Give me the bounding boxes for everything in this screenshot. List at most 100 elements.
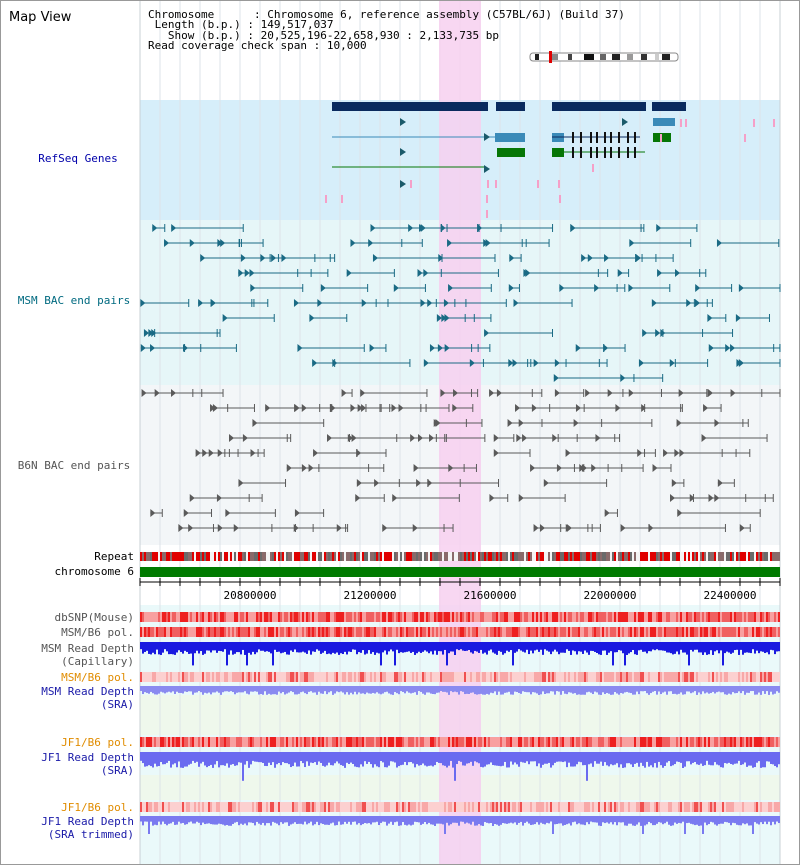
repeat-block <box>664 552 666 561</box>
polymorphism-cell <box>264 627 266 637</box>
polymorphism-cell <box>238 737 240 747</box>
read-depth-bar <box>380 816 382 823</box>
polymorphism-cell <box>358 627 360 637</box>
read-depth-bar <box>496 752 498 766</box>
track-label-b6n-bac[interactable]: B6N BAC end pairs <box>17 459 131 472</box>
read-depth-bar <box>654 816 656 826</box>
read-depth-bar <box>686 642 688 655</box>
read-depth-bar <box>236 816 238 822</box>
polymorphism-cell <box>260 802 262 812</box>
repeat-block <box>574 552 576 561</box>
track-label-msm-bac[interactable]: MSM BAC end pairs <box>17 294 131 307</box>
polymorphism-cell <box>716 737 718 747</box>
polymorphism-cell <box>154 802 156 812</box>
read-depth-bar <box>232 752 234 765</box>
read-depth-bar <box>430 816 432 825</box>
read-depth-bar <box>528 816 530 824</box>
track-label-msm-read-depth-cap[interactable]: MSM Read Depth <box>41 642 134 655</box>
bac-end <box>143 329 149 337</box>
read-depth-bar <box>332 816 334 823</box>
polymorphism-cell <box>436 737 438 747</box>
repeat-block <box>642 552 644 561</box>
read-depth-bar <box>472 642 474 654</box>
bac-end <box>595 434 601 442</box>
polymorphism-cell <box>692 737 694 747</box>
read-depth-bar <box>548 816 550 824</box>
read-depth-bar <box>144 816 146 822</box>
read-depth-bar <box>272 686 274 695</box>
exon <box>590 147 592 158</box>
polymorphism-cell <box>500 627 502 637</box>
polymorphism-cell <box>584 627 586 637</box>
polymorphism-cell <box>608 627 610 637</box>
read-depth-bar <box>290 752 292 768</box>
polymorphism-cell <box>258 737 260 747</box>
polymorphism-cell <box>456 672 458 682</box>
track-label-msm-b6-pol-1[interactable]: MSM/B6 pol. <box>61 626 134 639</box>
polymorphism-cell <box>164 612 166 622</box>
exon <box>634 147 636 158</box>
polymorphism-cell <box>594 612 596 622</box>
polymorphism-cell <box>296 672 298 682</box>
track-label-refseq[interactable]: RefSeq Genes <box>38 152 118 165</box>
polymorphism-cell <box>316 612 318 622</box>
read-depth-bar <box>380 642 382 666</box>
read-depth-bar <box>250 686 252 692</box>
repeat-block <box>606 552 608 561</box>
polymorphism-cell <box>414 737 416 747</box>
track-label-jf1-b6-pol-2[interactable]: JF1/B6 pol. <box>61 801 134 814</box>
read-depth-bar <box>572 686 574 694</box>
polymorphism-cell <box>346 802 348 812</box>
polymorphism-cell <box>548 612 550 622</box>
polymorphism-cell <box>194 737 196 747</box>
polymorphism-cell <box>676 612 678 622</box>
track-label-jf1-read-depth-trim[interactable]: JF1 Read Depth <box>41 815 134 828</box>
track-label-msm-b6-pol-2[interactable]: MSM/B6 pol. <box>61 671 134 684</box>
repeat-block <box>658 552 660 561</box>
read-depth-bar <box>264 752 266 766</box>
read-depth-bar <box>676 686 678 695</box>
repeat-block <box>714 552 716 561</box>
repeat-block <box>230 552 232 561</box>
read-depth-bar <box>438 752 440 763</box>
polymorphism-cell <box>286 627 288 637</box>
polymorphism-cell <box>158 737 160 747</box>
read-depth-bar <box>482 816 484 826</box>
track-label-jf1-read-depth-sra[interactable]: JF1 Read Depth <box>41 751 134 764</box>
read-depth-bar <box>436 752 438 762</box>
polymorphism-cell <box>490 627 492 637</box>
read-depth-bar <box>666 642 668 653</box>
gene-marker <box>410 180 412 188</box>
bac-end <box>320 284 326 292</box>
polymorphism-cell <box>374 802 376 812</box>
read-depth-bar <box>168 752 170 761</box>
read-depth-bar <box>288 752 290 765</box>
read-depth-bar <box>646 686 648 694</box>
repeat-block <box>436 552 438 561</box>
polymorphism-cell <box>716 672 718 682</box>
polymorphism-cell <box>620 672 622 682</box>
track-label-msm-read-depth-sra[interactable]: MSM Read Depth <box>41 685 134 698</box>
exon <box>572 132 574 143</box>
polymorphism-cell <box>224 612 226 622</box>
polymorphism-cell <box>686 612 688 622</box>
read-depth-bar <box>562 816 564 826</box>
track-label-jf1-b6-pol-1[interactable]: JF1/B6 pol. <box>61 736 134 749</box>
read-depth-bar <box>280 642 282 654</box>
polymorphism-cell <box>612 802 614 812</box>
read-depth-bar <box>348 686 350 695</box>
track-label-dbsnp[interactable]: dbSNP(Mouse) <box>54 611 134 624</box>
read-depth-bar <box>670 686 672 692</box>
exon <box>610 147 612 158</box>
read-depth-bar <box>762 686 764 692</box>
polymorphism-cell <box>578 612 580 622</box>
polymorphism-cell <box>396 737 398 747</box>
polymorphism-cell <box>542 737 544 747</box>
read-depth-bar <box>646 752 648 762</box>
track-label-repeat[interactable]: Repeat <box>94 550 134 563</box>
polymorphism-cell <box>216 612 218 622</box>
polymorphism-cell <box>734 627 736 637</box>
read-depth-bar <box>438 642 440 652</box>
read-depth-bar <box>680 752 682 763</box>
read-depth-bar <box>280 816 282 823</box>
